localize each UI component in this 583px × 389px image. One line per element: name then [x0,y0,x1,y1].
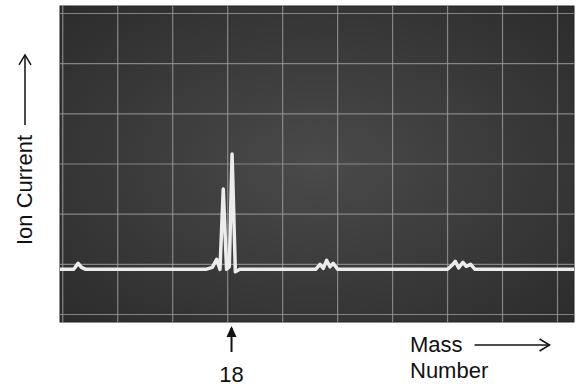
y-arrow [24,55,26,125]
grid-line-y [60,314,574,315]
x-label-line: Number [410,358,488,383]
x-label: MassNumber [410,332,488,383]
x-arrowhead [540,339,550,351]
grid-line-y [60,113,574,114]
y-arrowhead [19,55,31,65]
grid-line-y [60,63,574,64]
grid-line-y [60,163,574,164]
x-label-line: Mass [410,332,463,357]
grid-line-y [60,13,574,14]
x-arrow [475,344,550,346]
trace [60,154,574,272]
grid-line-y [60,264,574,265]
plot-area [60,154,574,272]
y-label: Ion Current [12,135,37,245]
chart: Ion Current 18 MassNumber [0,0,583,389]
annotation-arrowhead [227,326,237,337]
grid-line-y [60,214,574,215]
plot-frame [60,6,574,322]
annotation: 18 [219,362,243,387]
